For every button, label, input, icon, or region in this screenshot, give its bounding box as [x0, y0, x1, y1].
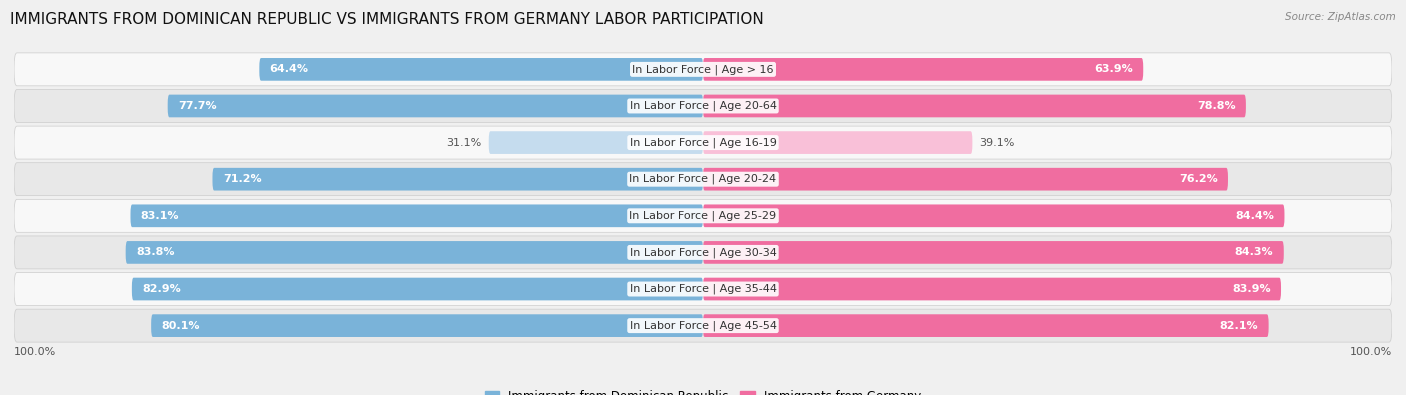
FancyBboxPatch shape [14, 163, 1392, 196]
FancyBboxPatch shape [14, 273, 1392, 305]
FancyBboxPatch shape [152, 314, 703, 337]
FancyBboxPatch shape [703, 241, 1284, 264]
Text: 82.1%: 82.1% [1219, 321, 1258, 331]
Text: 84.4%: 84.4% [1236, 211, 1274, 221]
Text: 84.3%: 84.3% [1234, 247, 1274, 258]
FancyBboxPatch shape [167, 95, 703, 117]
Text: In Labor Force | Age 25-29: In Labor Force | Age 25-29 [630, 211, 776, 221]
FancyBboxPatch shape [703, 168, 1227, 190]
Text: 82.9%: 82.9% [142, 284, 181, 294]
Legend: Immigrants from Dominican Republic, Immigrants from Germany: Immigrants from Dominican Republic, Immi… [479, 385, 927, 395]
Text: In Labor Force | Age > 16: In Labor Force | Age > 16 [633, 64, 773, 75]
Text: In Labor Force | Age 35-44: In Labor Force | Age 35-44 [630, 284, 776, 294]
Text: 83.8%: 83.8% [136, 247, 174, 258]
Text: Source: ZipAtlas.com: Source: ZipAtlas.com [1285, 12, 1396, 22]
FancyBboxPatch shape [14, 199, 1392, 232]
Text: 100.0%: 100.0% [1350, 347, 1392, 357]
FancyBboxPatch shape [132, 278, 703, 300]
Text: In Labor Force | Age 20-24: In Labor Force | Age 20-24 [630, 174, 776, 184]
Text: In Labor Force | Age 45-54: In Labor Force | Age 45-54 [630, 320, 776, 331]
Text: 76.2%: 76.2% [1178, 174, 1218, 184]
FancyBboxPatch shape [259, 58, 703, 81]
Text: In Labor Force | Age 16-19: In Labor Force | Age 16-19 [630, 137, 776, 148]
Text: In Labor Force | Age 30-34: In Labor Force | Age 30-34 [630, 247, 776, 258]
FancyBboxPatch shape [14, 53, 1392, 86]
FancyBboxPatch shape [14, 309, 1392, 342]
Text: 83.9%: 83.9% [1232, 284, 1271, 294]
FancyBboxPatch shape [14, 236, 1392, 269]
FancyBboxPatch shape [212, 168, 703, 190]
FancyBboxPatch shape [703, 95, 1246, 117]
Text: 78.8%: 78.8% [1197, 101, 1236, 111]
FancyBboxPatch shape [14, 126, 1392, 159]
Text: 100.0%: 100.0% [14, 347, 56, 357]
Text: In Labor Force | Age 20-64: In Labor Force | Age 20-64 [630, 101, 776, 111]
Text: 39.1%: 39.1% [979, 137, 1015, 148]
FancyBboxPatch shape [703, 131, 973, 154]
FancyBboxPatch shape [703, 278, 1281, 300]
FancyBboxPatch shape [131, 205, 703, 227]
FancyBboxPatch shape [703, 58, 1143, 81]
Text: IMMIGRANTS FROM DOMINICAN REPUBLIC VS IMMIGRANTS FROM GERMANY LABOR PARTICIPATIO: IMMIGRANTS FROM DOMINICAN REPUBLIC VS IM… [10, 12, 763, 27]
Text: 77.7%: 77.7% [179, 101, 217, 111]
FancyBboxPatch shape [125, 241, 703, 264]
FancyBboxPatch shape [489, 131, 703, 154]
FancyBboxPatch shape [703, 205, 1285, 227]
Text: 64.4%: 64.4% [270, 64, 309, 74]
FancyBboxPatch shape [14, 90, 1392, 122]
Text: 80.1%: 80.1% [162, 321, 200, 331]
Text: 31.1%: 31.1% [447, 137, 482, 148]
FancyBboxPatch shape [703, 314, 1268, 337]
Text: 83.1%: 83.1% [141, 211, 180, 221]
Text: 63.9%: 63.9% [1094, 64, 1133, 74]
Text: 71.2%: 71.2% [222, 174, 262, 184]
